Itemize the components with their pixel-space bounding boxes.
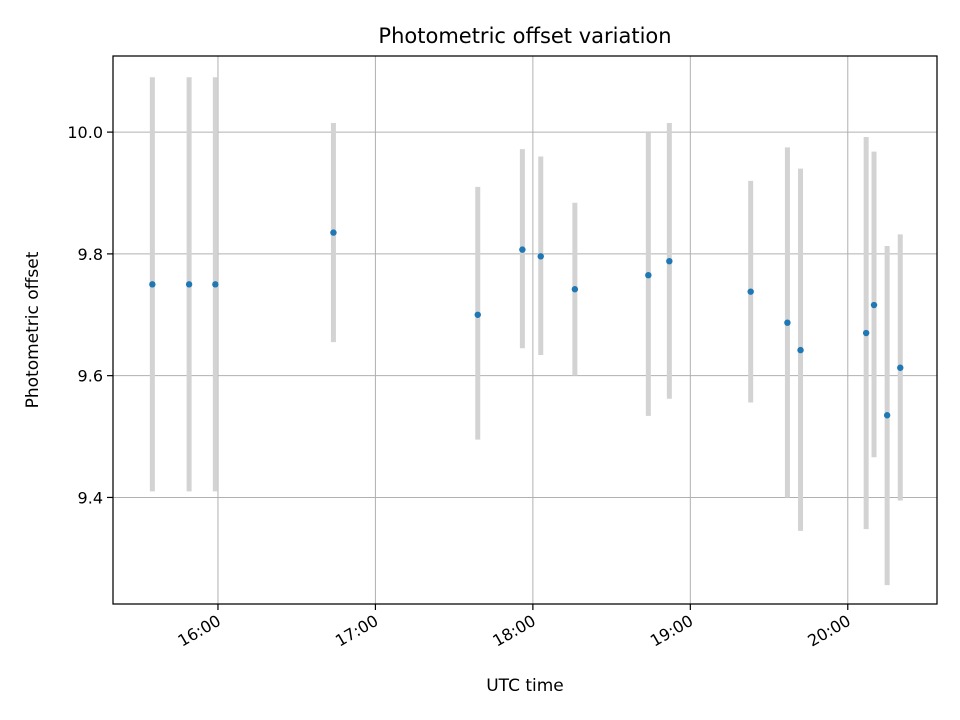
data-point bbox=[474, 311, 481, 318]
data-point bbox=[666, 257, 673, 265]
data-point bbox=[883, 412, 891, 419]
data-point bbox=[571, 286, 579, 293]
y-tick-label: 10.0 bbox=[67, 123, 103, 142]
data-point bbox=[537, 253, 544, 260]
data-point bbox=[330, 229, 337, 236]
y-tick-label: 9.8 bbox=[78, 245, 103, 264]
y-axis-label: Photometric offset bbox=[23, 251, 43, 408]
data-point bbox=[870, 301, 878, 309]
data-point bbox=[185, 281, 193, 288]
data-point bbox=[797, 346, 804, 354]
plot-frame bbox=[112, 55, 938, 605]
data-point bbox=[862, 329, 870, 337]
y-axis-ticks: 9.4 9.6 9.8 10.0 bbox=[67, 123, 113, 507]
y-tick-label: 9.6 bbox=[78, 367, 103, 386]
data-point bbox=[747, 288, 754, 295]
y-tick-label: 9.4 bbox=[78, 488, 103, 507]
data-point bbox=[897, 364, 904, 371]
data-point bbox=[519, 246, 526, 253]
data-point bbox=[149, 281, 156, 288]
chart-title: Photometric offset variation bbox=[378, 24, 671, 48]
data-point bbox=[645, 272, 652, 279]
data-point bbox=[212, 281, 219, 288]
data-points bbox=[149, 229, 904, 419]
data-point bbox=[784, 319, 791, 326]
x-axis-label: UTC time bbox=[486, 676, 564, 696]
